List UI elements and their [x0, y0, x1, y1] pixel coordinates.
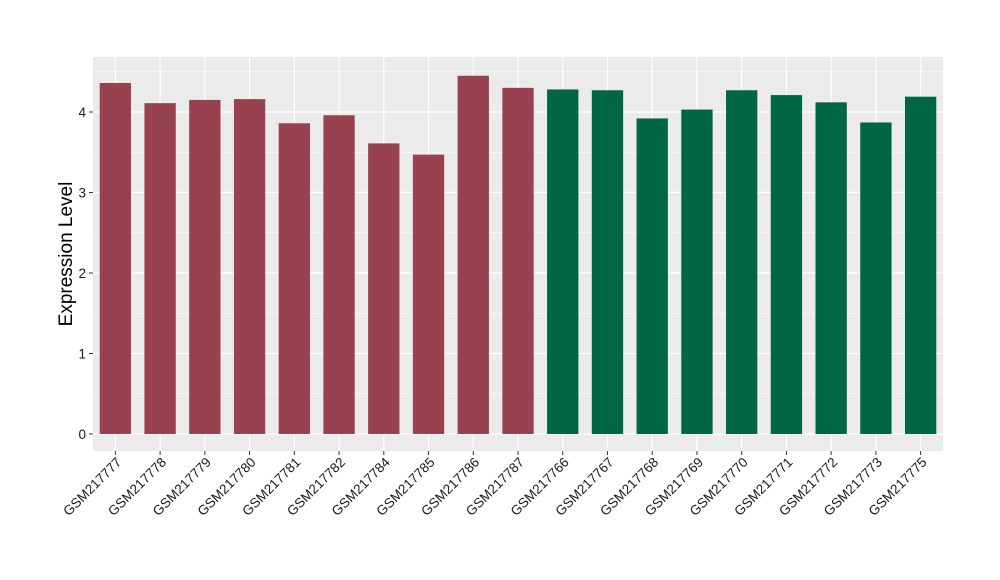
y-tick-label: 0 [78, 427, 86, 442]
bar-GSM217784 [368, 143, 400, 434]
y-axis-label: Expression Level [56, 182, 77, 327]
y-axis: 0 1 2 3 4 [78, 105, 93, 442]
bar-GSM217781 [278, 123, 310, 435]
bar-GSM217772 [815, 102, 847, 434]
bar-GSM217769 [681, 109, 713, 435]
bar-GSM217768 [636, 118, 668, 434]
bar-GSM217778 [144, 103, 176, 435]
bar-GSM217786 [457, 75, 489, 435]
y-tick-label: 4 [78, 105, 86, 120]
bar-GSM217771 [770, 95, 803, 434]
bar-GSM217777 [99, 83, 132, 435]
bar-GSM217785 [412, 154, 445, 435]
y-tick-label: 2 [78, 266, 86, 281]
bars [99, 75, 937, 435]
bar-GSM217766 [547, 89, 579, 435]
bar-GSM217779 [189, 99, 221, 435]
bar-GSM217787 [502, 87, 534, 434]
bar-GSM217770 [726, 90, 758, 434]
bar-GSM217782 [323, 115, 355, 434]
bar-GSM217767 [591, 90, 624, 434]
bar-GSM217775 [904, 96, 937, 434]
bar-GSM217773 [860, 122, 892, 434]
y-tick-label: 1 [78, 347, 86, 362]
y-tick-label: 3 [78, 186, 86, 201]
bar-GSM217780 [233, 99, 266, 435]
